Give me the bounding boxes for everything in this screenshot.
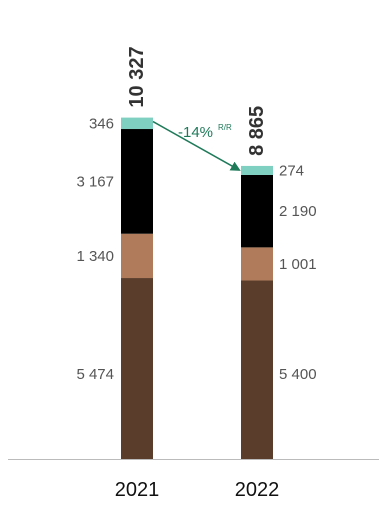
x-tick-label-2021: 2021 — [115, 479, 160, 501]
data-label-2021-base: 5 474 — [76, 366, 114, 383]
data-label-2021-teal: 346 — [89, 115, 114, 132]
bar-segment-2021-black — [121, 129, 153, 234]
change-period-suffix: R/R — [218, 123, 232, 132]
total-label-2021: 10 327 — [126, 46, 148, 107]
bar-segment-2022-teal — [241, 165, 273, 175]
bar-segment-2021-brown — [121, 233, 153, 279]
change-percent-label: -14% — [178, 124, 213, 141]
bar-segment-2021-teal — [121, 117, 153, 130]
change-annotation: -14% R/R — [152, 120, 241, 171]
data-label-2022-base: 5 400 — [279, 366, 317, 383]
data-label-2022-brown: 1 001 — [279, 256, 317, 273]
labels-layer: 5 474 1 340 3 167 346 10 327 5 400 1 001 2 190 2… — [76, 46, 316, 383]
total-label-2022: 8 865 — [246, 106, 268, 156]
data-label-2021-brown: 1 340 — [76, 248, 114, 265]
x-tick-labels: 2021 2022 — [115, 479, 280, 501]
x-tick-label-2022: 2022 — [235, 479, 280, 501]
data-label-2021-black: 3 167 — [76, 173, 114, 190]
data-label-2022-black: 2 190 — [279, 203, 317, 220]
bar-segment-2022-brown — [241, 247, 273, 281]
change-arrow — [152, 120, 241, 171]
bars-layer — [121, 117, 273, 459]
bar-segment-2022-black — [241, 174, 273, 248]
data-label-2022-teal: 274 — [279, 162, 304, 179]
bar-segment-2022-base — [241, 280, 273, 459]
bar-segment-2021-base — [121, 278, 153, 459]
